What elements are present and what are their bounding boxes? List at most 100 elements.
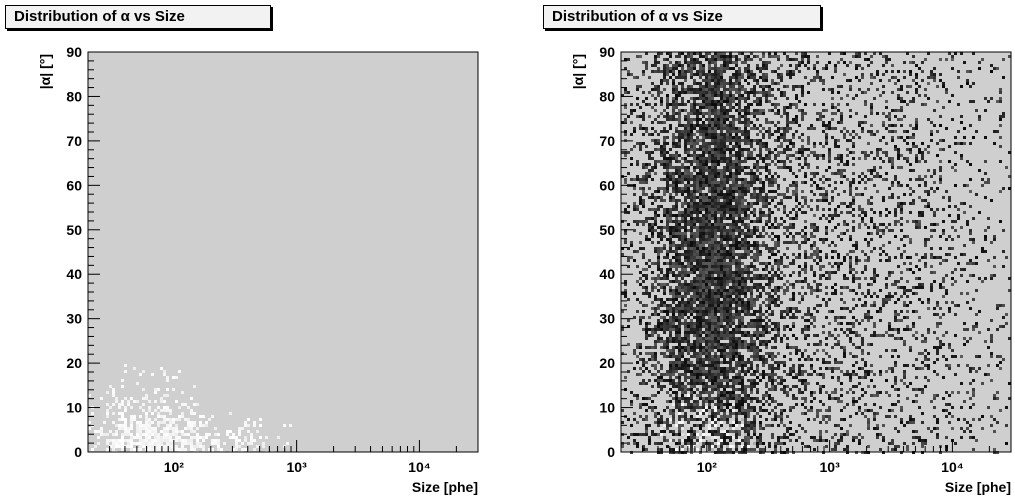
density-cell — [705, 220, 708, 223]
density-cell — [738, 166, 741, 169]
density-cell — [642, 112, 645, 115]
density-cell — [771, 400, 774, 403]
density-cell — [145, 424, 148, 427]
density-cell — [669, 325, 672, 328]
density-cell — [642, 433, 645, 436]
density-cell — [696, 130, 699, 133]
density-cell — [630, 103, 633, 106]
density-cell — [768, 52, 771, 55]
density-cell — [666, 373, 669, 376]
density-cell — [771, 70, 774, 73]
density-cell — [750, 340, 753, 343]
density-cell — [738, 82, 741, 85]
density-cell — [678, 115, 681, 118]
density-cell — [747, 304, 750, 307]
density-cell — [771, 82, 774, 85]
density-cell — [648, 169, 651, 172]
density-cell — [726, 322, 729, 325]
plot-frame — [87, 51, 479, 453]
density-cell — [771, 337, 774, 340]
density-cell — [145, 436, 148, 439]
density-cell — [714, 220, 717, 223]
density-cell — [750, 277, 753, 280]
density-cell — [181, 430, 184, 433]
density-cell — [699, 277, 702, 280]
density-cell — [774, 148, 777, 151]
density-cell — [681, 181, 684, 184]
density-cell — [696, 154, 699, 157]
density-cell — [106, 391, 109, 394]
density-cell — [720, 73, 723, 76]
density-cell — [732, 97, 735, 100]
density-cell — [750, 295, 753, 298]
density-cell — [708, 67, 711, 70]
density-cell — [675, 289, 678, 292]
density-cell — [750, 229, 753, 232]
density-cell — [166, 376, 169, 379]
density-cell — [244, 436, 247, 439]
density-cell — [723, 139, 726, 142]
density-cell — [121, 385, 124, 388]
density-cell — [750, 256, 753, 259]
density-cell — [705, 322, 708, 325]
density-cell — [678, 409, 681, 412]
density-cell — [687, 100, 690, 103]
density-cell — [765, 214, 768, 217]
density-cell — [681, 238, 684, 241]
density-cell — [717, 187, 720, 190]
density-cell — [729, 121, 732, 124]
density-cell — [747, 394, 750, 397]
density-cell — [663, 340, 666, 343]
density-cell — [753, 115, 756, 118]
density-cell — [250, 436, 253, 439]
density-cell — [738, 67, 741, 70]
density-cell — [217, 445, 220, 448]
density-cell — [106, 415, 109, 418]
density-cell — [648, 163, 651, 166]
density-cell — [699, 250, 702, 253]
density-cell — [735, 154, 738, 157]
density-cell — [121, 418, 124, 421]
density-cell — [720, 241, 723, 244]
density-cell — [777, 274, 780, 277]
density-cell — [178, 406, 181, 409]
density-cell — [735, 301, 738, 304]
density-cell — [759, 442, 762, 445]
density-cell — [651, 331, 654, 334]
density-cell — [157, 421, 160, 424]
density-cell — [666, 100, 669, 103]
density-cell — [717, 367, 720, 370]
density-cell — [705, 343, 708, 346]
density-cell — [687, 445, 690, 448]
density-cell — [675, 292, 678, 295]
density-cell — [657, 385, 660, 388]
density-cell — [711, 181, 714, 184]
density-cell — [672, 220, 675, 223]
density-cell — [762, 202, 765, 205]
density-cell — [708, 187, 711, 190]
density-cell — [723, 61, 726, 64]
density-cell — [729, 169, 732, 172]
density-cell — [660, 103, 663, 106]
density-cell — [121, 424, 124, 427]
density-cell — [720, 145, 723, 148]
density-cell — [711, 118, 714, 121]
density-cell — [717, 280, 720, 283]
density-cell — [654, 298, 657, 301]
density-cell — [750, 343, 753, 346]
density-cell — [645, 64, 648, 67]
density-cell — [714, 133, 717, 136]
density-cell — [666, 319, 669, 322]
density-cell — [157, 412, 160, 415]
density-cell — [678, 259, 681, 262]
density-cell — [777, 298, 780, 301]
density-cell — [145, 418, 148, 421]
density-cell — [732, 172, 735, 175]
density-cell — [723, 355, 726, 358]
density-cell — [756, 226, 759, 229]
density-cell — [699, 241, 702, 244]
density-cell — [744, 442, 747, 445]
density-cell — [750, 196, 753, 199]
density-cell — [657, 250, 660, 253]
density-cell — [714, 157, 717, 160]
